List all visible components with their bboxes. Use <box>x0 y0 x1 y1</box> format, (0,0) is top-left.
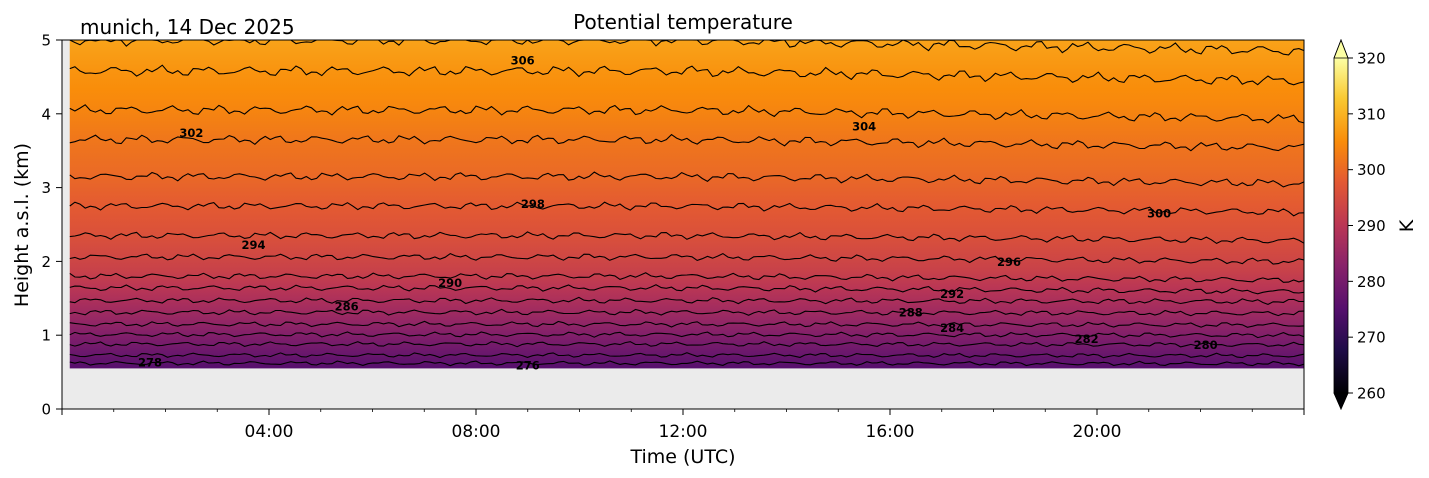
contour-line-304 <box>69 104 1304 124</box>
contour-line-278 <box>69 352 1304 359</box>
y-tick-label: 4 <box>41 105 51 123</box>
contour-line-290 <box>69 284 1304 295</box>
contour-line-294 <box>69 252 1304 265</box>
contour-line-292 <box>69 272 1304 283</box>
y-axis: 0 1 2 3 4 5 <box>41 32 62 419</box>
contour-label: 306 <box>511 54 535 68</box>
contour-label: 300 <box>1147 206 1171 220</box>
x-tick-label: 16:00 <box>866 422 915 442</box>
contour-label: 302 <box>179 126 203 140</box>
contour-label: 286 <box>335 299 359 313</box>
x-tick-label: 04:00 <box>245 422 294 442</box>
contour-label: 304 <box>852 119 876 133</box>
colorbar-tick-label: 300 <box>1357 161 1386 179</box>
contour-line-300 <box>69 171 1304 188</box>
x-tick-label: 08:00 <box>452 422 501 442</box>
colorbar-tick-label: 310 <box>1357 105 1386 123</box>
colorbar-tick-label: 280 <box>1357 273 1386 291</box>
colorbar-extend-min <box>1333 392 1349 410</box>
colorbar-tick-label: 320 <box>1357 50 1386 68</box>
y-tick-label: 5 <box>41 32 51 50</box>
colorbar-tick-label: 270 <box>1357 329 1386 347</box>
contour-label: 276 <box>516 358 540 372</box>
contour-line-296 <box>69 231 1304 245</box>
colorbar-label: K <box>1396 219 1418 232</box>
contour-label: 292 <box>940 287 964 301</box>
x-tick-label: 20:00 <box>1073 422 1122 442</box>
colorbar-body <box>1334 58 1348 393</box>
contour-label: 288 <box>899 305 923 319</box>
temperature-field <box>69 40 1305 369</box>
colorbar-tick-label: 290 <box>1357 217 1386 235</box>
colorbar-extend-max <box>1333 38 1349 59</box>
x-tick-label: 12:00 <box>659 422 708 442</box>
x-axis: 04:00 08:00 12:00 16:00 20:00 <box>61 409 1305 442</box>
y-tick-label: 3 <box>41 179 51 197</box>
contour-line-280 <box>69 341 1304 348</box>
y-tick-label: 0 <box>41 401 51 419</box>
contour-labels: 278 276 280 282 284 286 288 290 292 294 296 298 300 3… <box>138 54 1218 373</box>
contour-label: 290 <box>438 276 462 290</box>
contour-line-286 <box>69 308 1304 317</box>
contour-label: 294 <box>241 238 265 252</box>
colorbar-ticks: 260 270 280 290 300 310 320 <box>1348 50 1386 403</box>
contour-label: 282 <box>1075 332 1099 346</box>
contour-line-284 <box>69 320 1304 328</box>
contour-label: 296 <box>997 255 1021 269</box>
colorbar: 260 270 280 290 300 310 320 K <box>1333 38 1418 410</box>
contour-lines <box>69 40 1304 367</box>
y-tick-label: 2 <box>41 253 51 271</box>
contour-label: 278 <box>138 356 162 370</box>
contour-line-298 <box>69 201 1304 217</box>
contour-line-302 <box>69 133 1304 152</box>
location-date-label: munich, 14 Dec 2025 <box>80 15 295 39</box>
contour-label: 284 <box>940 321 964 335</box>
chart-title: Potential temperature <box>573 10 793 34</box>
contour-label: 280 <box>1194 338 1218 352</box>
y-tick-label: 1 <box>41 327 51 345</box>
contour-line-308 <box>69 40 1304 56</box>
y-axis-label: Height a.s.l. (km) <box>11 143 33 307</box>
contour-label: 298 <box>521 197 545 211</box>
contour-line-276 <box>69 360 1304 367</box>
colorbar-tick-label: 260 <box>1357 385 1386 403</box>
x-axis-label: Time (UTC) <box>629 446 735 468</box>
contour-line-282 <box>69 331 1304 339</box>
contour-line-288 <box>69 296 1304 305</box>
contour-line-306 <box>69 64 1304 86</box>
